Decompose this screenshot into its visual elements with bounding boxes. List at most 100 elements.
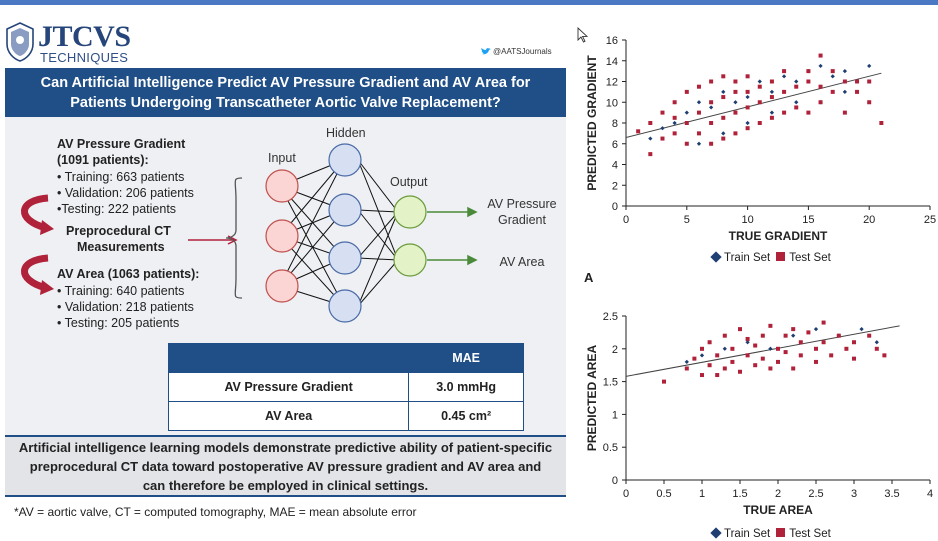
area-chart-legend: Train Set Test Set	[710, 527, 831, 540]
input-layer-label: Input	[268, 151, 296, 165]
gradient-cohort-title: AV Pressure Gradient	[57, 137, 186, 151]
y-tick-label: 2	[612, 180, 618, 192]
train-point	[660, 126, 665, 131]
test-point	[745, 126, 750, 131]
test-point	[757, 100, 762, 105]
test-point	[684, 89, 689, 94]
test-point	[794, 105, 799, 110]
area-validation: • Validation: 218 patients	[57, 300, 194, 314]
legend-test-label: Test Set	[789, 528, 831, 540]
y-tick-label: 0.5	[603, 442, 618, 454]
test-point	[842, 110, 847, 115]
y-tick-label: 2	[612, 344, 618, 356]
test-point	[798, 353, 803, 358]
y-axis-title: PREDICTED AREA	[585, 345, 599, 452]
gradient-cohort-count: (1091 patients):	[57, 153, 149, 167]
x-tick-label: 2.5	[808, 488, 823, 500]
test-point	[867, 79, 872, 84]
conclusion-line-2: preprocedural CT data toward postoperati…	[29, 458, 542, 474]
test-point	[874, 346, 879, 351]
y-tick-label: 16	[606, 35, 618, 47]
test-point	[818, 84, 823, 89]
train-point	[696, 100, 702, 105]
test-point	[757, 84, 762, 89]
footnote: *AV = aortic valve, CT = computed tomogr…	[14, 505, 417, 519]
conclusion-box: Artificial intelligence learning models …	[5, 435, 566, 497]
test-point	[696, 131, 701, 136]
test-point	[798, 340, 803, 345]
test-point	[879, 121, 884, 125]
mouse-cursor-icon	[577, 27, 589, 43]
train-point	[874, 340, 879, 345]
x-tick-label: 10	[741, 214, 753, 226]
train-point	[818, 63, 823, 69]
test-point	[806, 79, 811, 84]
test-point	[844, 346, 849, 351]
train-diamond-marker	[710, 527, 722, 539]
x-tick-label: 25	[924, 214, 936, 226]
test-point	[791, 366, 796, 371]
gradient-validation: • Validation: 206 patients	[57, 186, 194, 200]
gradient-chart-legend: Train Set Test Set	[710, 251, 831, 264]
test-point	[715, 373, 720, 378]
test-point	[733, 79, 738, 84]
gradient-training: • Training: 663 patients	[57, 170, 185, 184]
test-point	[738, 327, 742, 332]
test-point	[769, 115, 774, 120]
train-point	[721, 89, 726, 94]
mae-row-gradient-value: 3.0 mmHg	[408, 372, 524, 402]
x-tick-label: 3.5	[884, 488, 899, 500]
area-cohort-title: AV Area (1063 patients):	[57, 267, 200, 281]
flow-arrows	[21, 194, 238, 295]
legend-test-label: Test Set	[789, 252, 831, 264]
test-point	[721, 74, 726, 79]
twitter-handle[interactable]: @AATSJournals	[481, 47, 552, 56]
conclusion-line-3: can therefore be employed in clinical se…	[142, 477, 429, 493]
test-point	[709, 141, 714, 146]
train-point	[745, 120, 750, 126]
top-accent-bar	[0, 0, 938, 5]
y-tick-label: 0	[612, 475, 618, 487]
y-tick-label: 12	[606, 77, 618, 89]
test-point	[660, 136, 665, 141]
test-point	[722, 366, 727, 371]
train-point	[769, 110, 775, 115]
train-point	[684, 359, 689, 365]
mae-row-area-value: 0.45 cm²	[408, 401, 524, 431]
train-point	[757, 79, 762, 84]
test-point	[769, 79, 774, 84]
test-point	[806, 110, 811, 115]
test-point	[700, 373, 704, 378]
test-point	[783, 333, 788, 338]
test-point	[782, 89, 787, 94]
test-point	[776, 359, 780, 364]
x-tick-label: 4	[927, 488, 933, 500]
test-point	[776, 346, 780, 351]
test-point	[709, 100, 714, 105]
test-point	[830, 89, 835, 94]
train-point	[781, 74, 787, 79]
x-tick-label: 1	[699, 488, 705, 500]
y-tick-label: 1.5	[603, 377, 618, 389]
y-tick-label: 8	[612, 118, 618, 130]
y-tick-label: 6	[612, 139, 618, 151]
x-tick-label: 0.5	[656, 488, 671, 500]
area-scatter-chart: 0 0.5 1 1.5 2 2.5 0 0.5 1 1.5 2 2.5 3 3.5 4 TRUE AREA PR…	[585, 311, 933, 517]
legend-test-item: Test Set	[776, 528, 831, 540]
aats-seal-logo	[6, 22, 34, 62]
test-point	[733, 131, 738, 136]
test-point	[709, 121, 714, 125]
test-point	[760, 356, 765, 361]
y-tick-label: 4	[612, 160, 618, 172]
test-point	[829, 353, 834, 358]
test-point	[782, 110, 787, 115]
test-point	[715, 353, 720, 358]
y-tick-label: 10	[606, 97, 618, 109]
output-gradient-line-1: AV Pressure	[487, 197, 557, 211]
test-square-marker	[776, 528, 786, 537]
x-axis-title: TRUE AREA	[743, 503, 813, 517]
conclusion-line-1: Artificial intelligence learning models …	[18, 439, 553, 455]
test-point	[753, 363, 758, 368]
test-point	[738, 369, 742, 374]
train-point	[648, 136, 653, 141]
